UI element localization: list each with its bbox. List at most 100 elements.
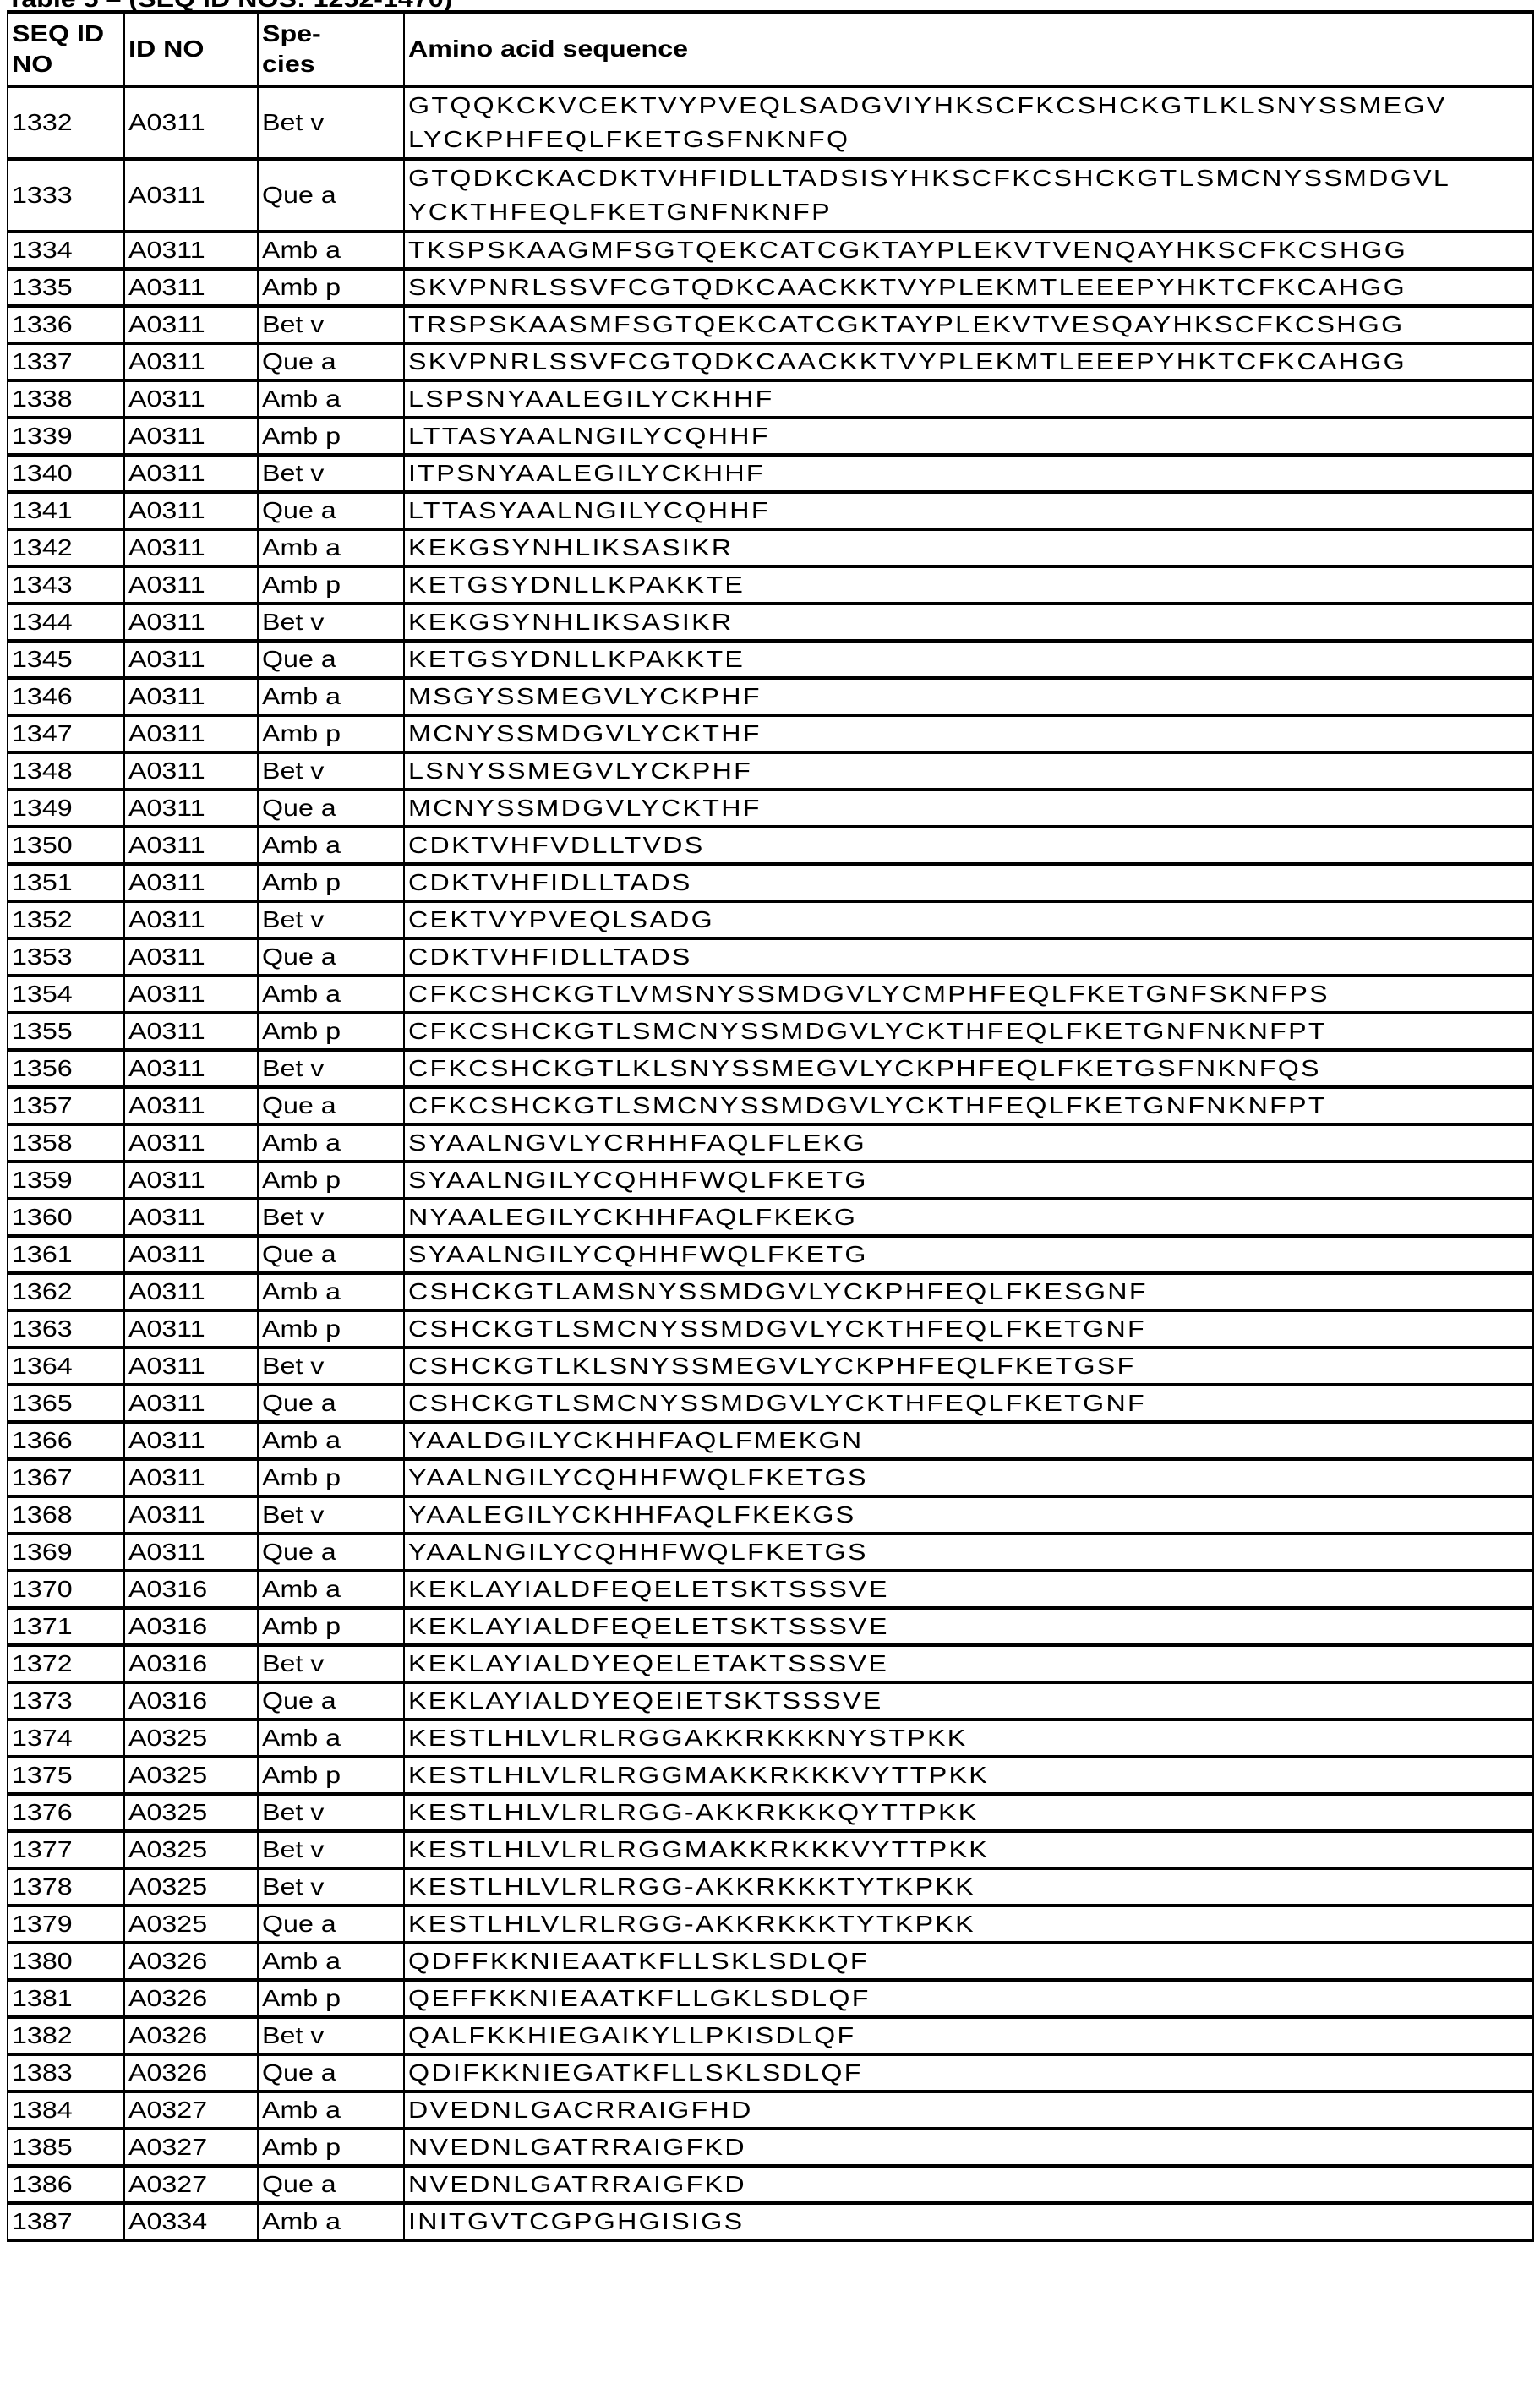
table-row: 1366A0311Amb aYAALDGILYCKHHFAQLFMEKGN	[8, 1422, 1533, 1459]
species-cell: Amb p	[258, 269, 404, 306]
id-no-cell: A0325	[124, 1906, 258, 1943]
table-row: 1374A0325Amb aKESTLHLVLRLRGGAKKRKKKNYSTP…	[8, 1720, 1533, 1757]
species-cell: Bet v	[258, 1496, 404, 1534]
species-cell: Bet v	[258, 901, 404, 938]
seq-id-cell: 1346	[8, 678, 124, 715]
sequence-cell: MCNYSSMDGVLYCKTHF	[404, 790, 1533, 827]
species-cell: Bet v	[258, 1348, 404, 1385]
seq-id-cell: 1362	[8, 1273, 124, 1310]
seq-id-cell: 1374	[8, 1720, 124, 1757]
sequence-cell: QDFFKKNIEAATKFLLSKLSDLQF	[404, 1943, 1533, 1980]
seq-id-cell: 1372	[8, 1645, 124, 1682]
species-cell: Que a	[258, 2166, 404, 2203]
id-no-cell: A0311	[124, 380, 258, 418]
seq-id-cell: 1355	[8, 1013, 124, 1050]
sequence-cell: CFKCSHCKGTLSMCNYSSMDGVLYCKTHFEQLFKETGNFN…	[404, 1087, 1533, 1124]
id-no-cell: A0326	[124, 1943, 258, 1980]
id-no-cell: A0327	[124, 2129, 258, 2166]
table-row: 1349A0311Que aMCNYSSMDGVLYCKTHF	[8, 790, 1533, 827]
seq-id-cell: 1354	[8, 976, 124, 1013]
id-no-cell: A0316	[124, 1571, 258, 1608]
id-no-cell: A0311	[124, 529, 258, 566]
sequence-cell: KEKLAYIALDYEQELETAKTSSSVE	[404, 1645, 1533, 1682]
id-no-cell: A0311	[124, 1496, 258, 1534]
table-row: 1344A0311Bet vKEKGSYNHLIKSASIKR	[8, 604, 1533, 641]
table-row: 1365A0311Que aCSHCKGTLSMCNYSSMDGVLYCKTHF…	[8, 1385, 1533, 1422]
seq-id-cell: 1370	[8, 1571, 124, 1608]
sequence-cell: CSHCKGTLKLSNYSSMEGVLYCKPHFEQLFKETGSF	[404, 1348, 1533, 1385]
id-no-cell: A0311	[124, 1385, 258, 1422]
species-cell: Que a	[258, 1534, 404, 1571]
id-no-cell: A0311	[124, 1310, 258, 1348]
id-no-cell: A0311	[124, 455, 258, 492]
sequence-cell: LSPSNYAALEGILYCKHHF	[404, 380, 1533, 418]
table-row: 1332A0311Bet vGTQQKCKVCEKTVYPVEQLSADGVIY…	[8, 86, 1533, 159]
species-cell: Amb p	[258, 1310, 404, 1348]
id-no-cell: A0311	[124, 566, 258, 604]
species-cell: Amb p	[258, 1162, 404, 1199]
table-row: 1355A0311Amb pCFKCSHCKGTLSMCNYSSMDGVLYCK…	[8, 1013, 1533, 1050]
species-cell: Bet v	[258, 1794, 404, 1831]
id-no-cell: A0316	[124, 1682, 258, 1720]
id-no-cell: A0334	[124, 2203, 258, 2240]
id-no-cell: A0311	[124, 901, 258, 938]
species-cell: Amb a	[258, 678, 404, 715]
species-cell: Amb a	[258, 1422, 404, 1459]
sequence-cell: CFKCSHCKGTLKLSNYSSMEGVLYCKPHFEQLFKETGSFN…	[404, 1050, 1533, 1087]
id-no-cell: A0311	[124, 159, 258, 232]
id-no-cell: A0325	[124, 1720, 258, 1757]
table-row: 1347A0311Amb pMCNYSSMDGVLYCKTHF	[8, 715, 1533, 752]
sequence-cell: SKVPNRLSSVFCGTQDKCAACKKTVYPLEKMTLEEEPYHK…	[404, 343, 1533, 380]
id-no-cell: A0327	[124, 2166, 258, 2203]
table-row: 1348A0311Bet vLSNYSSMEGVLYCKPHF	[8, 752, 1533, 790]
sequence-cell: KESTLHLVLRLRGG-AKKRKKKTYTKPKK	[404, 1868, 1533, 1906]
sequence-cell: KEKLAYIALDFEQELETSKTSSSVE	[404, 1571, 1533, 1608]
table-body: 1332A0311Bet vGTQQKCKVCEKTVYPVEQLSADGVIY…	[8, 86, 1533, 2240]
seq-id-cell: 1339	[8, 418, 124, 455]
table-row: 1334A0311Amb aTKSPSKAAGMFSGTQEKCATCGKTAY…	[8, 232, 1533, 269]
seq-id-cell: 1353	[8, 938, 124, 976]
table-row: 1341A0311Que aLTTASYAALNGILYCQHHF	[8, 492, 1533, 529]
species-cell: Amb a	[258, 1124, 404, 1162]
table-row: 1360A0311Bet vNYAALEGILYCKHHFAQLFKEKG	[8, 1199, 1533, 1236]
seq-id-cell: 1375	[8, 1757, 124, 1794]
table-row: 1377A0325Bet vKESTLHLVLRLRGGMAKKRKKKVYTT…	[8, 1831, 1533, 1868]
sequence-cell: KEKGSYNHLIKSASIKR	[404, 529, 1533, 566]
species-cell: Amb p	[258, 864, 404, 901]
id-no-cell: A0311	[124, 306, 258, 343]
id-no-cell: A0311	[124, 641, 258, 678]
species-cell: Amb p	[258, 1013, 404, 1050]
sequence-cell: LTTASYAALNGILYCQHHF	[404, 418, 1533, 455]
seq-id-cell: 1365	[8, 1385, 124, 1422]
header-amino-acid-sequence: Amino acid sequence	[404, 12, 1533, 86]
seq-id-cell: 1349	[8, 790, 124, 827]
table-row: 1385A0327Amb pNVEDNLGATRRAIGFKD	[8, 2129, 1533, 2166]
species-cell: Que a	[258, 1385, 404, 1422]
table-row: 1356A0311Bet vCFKCSHCKGTLKLSNYSSMEGVLYCK…	[8, 1050, 1533, 1087]
seq-id-cell: 1341	[8, 492, 124, 529]
seq-id-cell: 1379	[8, 1906, 124, 1943]
id-no-cell: A0311	[124, 343, 258, 380]
sequence-cell: CDKTVHFIDLLTADS	[404, 938, 1533, 976]
table-row: 1354A0311Amb aCFKCSHCKGTLVMSNYSSMDGVLYCM…	[8, 976, 1533, 1013]
seq-id-cell: 1369	[8, 1534, 124, 1571]
species-cell: Amb a	[258, 380, 404, 418]
id-no-cell: A0311	[124, 418, 258, 455]
id-no-cell: A0311	[124, 1273, 258, 1310]
seq-id-cell: 1342	[8, 529, 124, 566]
seq-id-cell: 1348	[8, 752, 124, 790]
sequence-cell: KESTLHLVLRLRGGMAKKRKKKVYTTPKK	[404, 1757, 1533, 1794]
sequence-cell: QDIFKKNIEGATKFLLSKLSDLQF	[404, 2054, 1533, 2092]
table-row: 1378A0325Bet vKESTLHLVLRLRGG-AKKRKKKTYTK…	[8, 1868, 1533, 1906]
sequence-cell: YAALEGILYCKHHFAQLFKEKGS	[404, 1496, 1533, 1534]
seq-id-cell: 1333	[8, 159, 124, 232]
table-row: 1336A0311Bet vTRSPSKAASMFSGTQEKCATCGKTAY…	[8, 306, 1533, 343]
species-cell: Amb a	[258, 232, 404, 269]
seq-id-cell: 1357	[8, 1087, 124, 1124]
header-id-no: ID NO	[124, 12, 258, 86]
id-no-cell: A0311	[124, 604, 258, 641]
seq-id-cell: 1378	[8, 1868, 124, 1906]
id-no-cell: A0311	[124, 1534, 258, 1571]
sequence-cell: GTQQKCKVCEKTVYPVEQLSADGVIYHKSCFKCSHCKGTL…	[404, 86, 1533, 159]
sequence-cell: CDKTVHFIDLLTADS	[404, 864, 1533, 901]
